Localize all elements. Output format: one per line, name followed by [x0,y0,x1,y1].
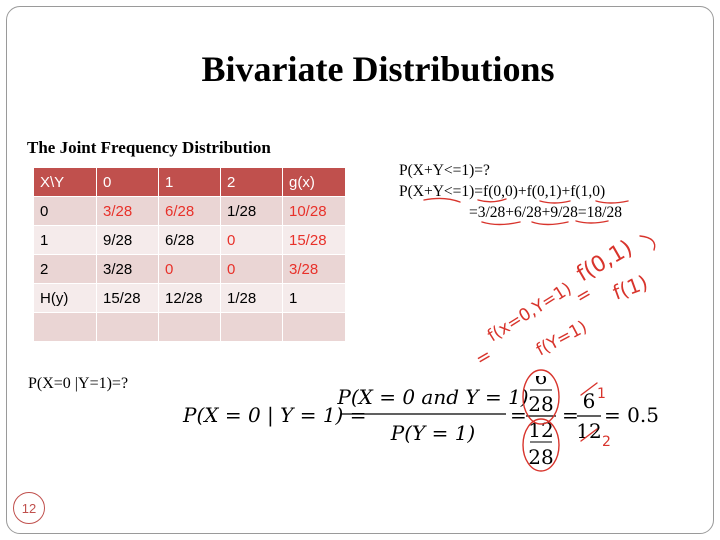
calc-result: =3/28+6/28+9/28=18/28 [469,204,622,221]
table-cell: 6/28 [158,196,221,226]
ink-note: 1 [597,386,606,402]
ink-underline [423,197,461,203]
slide-title: Bivariate Distributions [201,49,555,89]
fraction-1-num-bottom: 28 [528,392,553,416]
table-cell [158,312,221,342]
ink-underline [539,200,571,204]
table-cell: 3/28 [282,254,346,284]
ink-stroke [639,235,656,251]
formula-equals: = [510,403,527,427]
table-cell: 15/28 [96,283,159,313]
ink-circle [522,418,560,472]
table-cell: 10/28 [282,196,346,226]
table-cell: 15/28 [282,225,346,255]
table-cell [282,312,346,342]
table-cell: 3/28 [96,254,159,284]
table-cell: 3/28 [96,196,159,226]
table-row: 2 3/28 0 0 3/28 [33,254,346,284]
table-cell: 9/28 [96,225,159,255]
conditional-question: P(X=0 |Y=1)=? [28,375,129,392]
fraction-2-num: 6 [583,389,596,413]
fraction-1-den-bottom: 28 [528,445,553,469]
ink-note: f(Y=1) [533,317,591,360]
calc-question: P(X+Y<=1)=? [399,162,490,179]
table-cell [33,312,97,342]
table-cell: 1 [33,225,97,255]
calc-expansion: P(X+Y<=1)=f(0,0)+f(0,1)+f(1,0) [399,183,606,200]
ink-note: = [472,345,496,371]
table-header-cell: g(x) [282,167,346,197]
table-cell: 0 [220,254,283,284]
table-cell: 1 [282,283,346,313]
table-header-cell: 2 [220,167,283,197]
formula-lhs: P(X = 0 | Y = 1) = [182,403,366,428]
joint-frequency-table: X\Y 0 1 2 g(x) 0 3/28 6/28 1/28 10/28 1 … [33,167,346,342]
formula-denominator: P(Y = 1) [390,421,475,445]
table-cell: 1/28 [220,196,283,226]
table-header-cell: 0 [96,167,159,197]
table-row: 0 3/28 6/28 1/28 10/28 [33,196,346,226]
sum-probability-calculation: P(X+Y<=1)=? P(X+Y<=1)=f(0,0)+f(0,1)+f(1,… [399,160,622,223]
fraction-1-num-top: 6 [535,376,548,389]
page-number: 12 [13,492,45,524]
ink-note: 2 [602,434,611,450]
slide-subtitle: The Joint Frequency Distribution [27,138,271,157]
fraction-2-den: 12 [576,419,601,443]
ink-note: = [572,283,596,309]
ink-slash [580,382,598,396]
table-cell [96,312,159,342]
table-cell: 6/28 [158,225,221,255]
ink-underline [575,220,609,224]
ink-slash [580,428,598,442]
formula-equals-2: = [562,403,579,427]
table-row [33,312,346,342]
ink-underline [531,221,569,226]
table-cell: 2 [33,254,97,284]
table-header-row: X\Y 0 1 2 g(x) [33,167,346,197]
formula-numerator: P(X = 0 and Y = 1) [336,385,528,409]
ink-underline [481,221,521,226]
table-header-cell: 1 [158,167,221,197]
ink-note: f(1) [610,270,651,305]
ink-underline [477,198,507,203]
table-cell: 0 [220,225,283,255]
table-cell [220,312,283,342]
formula-result: = 0.5 [604,403,659,427]
table-row: 1 9/28 6/28 0 15/28 [33,225,346,255]
slide-frame [6,6,714,534]
table-cell: 0 [158,254,221,284]
conditional-formula: P(X = 0 | Y = 1) = P(X = 0 and Y = 1) P(… [182,376,659,469]
table-header-cell: X\Y [33,167,97,197]
ink-underline [595,200,629,204]
ink-circle [522,369,560,425]
